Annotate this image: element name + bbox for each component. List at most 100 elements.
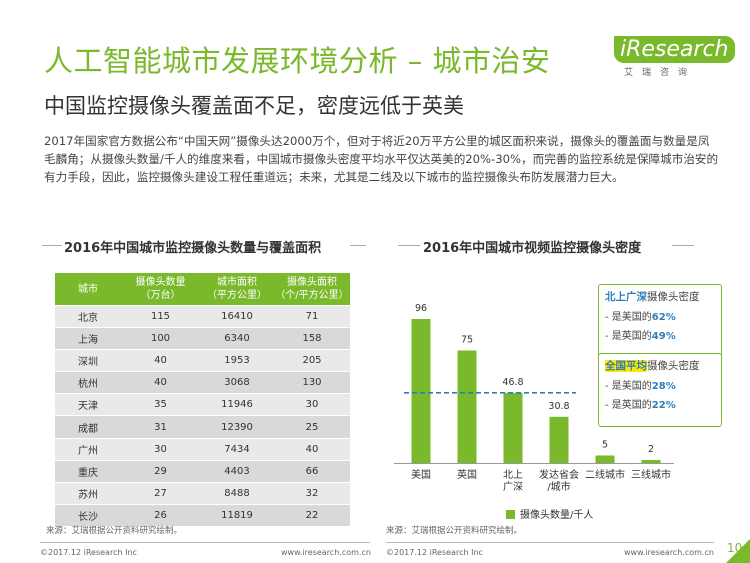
category-label: 发达省会 [539, 468, 579, 481]
annotation-header-suffix: 摄像头密度 [647, 291, 700, 303]
category-label: 英国 [457, 468, 477, 481]
table-row: 长沙 26 11819 22 [55, 504, 350, 527]
bar [503, 392, 523, 463]
table-source: 来源：艾瑞根据公开资料研究绘制。 [46, 526, 183, 536]
table-row: 天津 35 11946 30 [55, 393, 350, 417]
table-cell: 16410 [200, 305, 274, 329]
category-label: 北上 [503, 469, 523, 481]
table-row: 上海 100 6340 158 [55, 327, 350, 351]
table-cell: 40 [121, 349, 200, 373]
city-camera-table: 城市 摄像头数量 （万台） 城市面积 （平方公里） 摄像头面积 （个/平方公里） 北京 115 1… [55, 273, 350, 527]
table-cell: 1953 [200, 349, 274, 373]
section-divider [42, 245, 62, 246]
bar [641, 460, 661, 463]
category-label: 二线城市 [585, 468, 625, 481]
annotation-item-label: 是美国的 [611, 312, 652, 323]
logo-wordmark: iResearch [614, 36, 735, 63]
table-cell: 8488 [200, 482, 274, 505]
bar [457, 350, 477, 463]
density-bar-chart: 96 美国 75 英国 46.8 北上广深 30.8 发达省会/城市 5 二线城市 2 三线城市 [394, 303, 674, 493]
table-cell: 长沙 [55, 504, 121, 527]
data-label: 46.8 [502, 377, 523, 388]
table-row: 广州 30 7434 40 [55, 438, 350, 461]
footer-copyright: ©2017.12 iResearch Inc [386, 548, 483, 557]
category-label: /城市 [547, 480, 570, 493]
annotation-box-national: 全国平均摄像头密度 - 是美国的28% - 是英国的22% [598, 353, 722, 427]
annotation-item-value: 49% [651, 331, 676, 342]
table-cell: 32 [274, 482, 350, 505]
data-label: 30.8 [548, 401, 569, 412]
table-cell: 71 [274, 305, 350, 329]
table-row: 北京 115 16410 71 [55, 305, 350, 329]
page-title: 人工智能城市发展环境分析 – 城市治安 [44, 44, 551, 78]
column-header: 城市面积 （平方公里） [200, 273, 274, 306]
table-cell: 31 [121, 415, 200, 439]
category-label: 三线城市 [631, 468, 671, 481]
table-row: 苏州 27 8488 32 [55, 482, 350, 505]
table-cell: 27 [121, 482, 200, 505]
table-cell: 66 [274, 460, 350, 483]
annotation-header-prefix: 北上广深 [605, 291, 647, 303]
footer-copyright: ©2017.12 iResearch Inc [40, 548, 137, 557]
logo-subtext: 艾瑞咨询 [624, 68, 697, 78]
table-cell: 26 [121, 504, 200, 527]
section-divider [672, 245, 694, 246]
bar [411, 319, 431, 463]
table-cell: 11946 [200, 393, 274, 417]
annotation-item-label: 是英国的 [611, 331, 652, 342]
table-title: 2016年中国城市监控摄像头数量与覆盖面积 [64, 241, 322, 256]
table-cell: 天津 [55, 393, 121, 417]
table-cell: 深圳 [55, 349, 121, 373]
annotation-item-value: 22% [651, 400, 676, 411]
table-cell: 7434 [200, 438, 274, 461]
section-divider [350, 245, 366, 246]
footer-divider [386, 542, 714, 543]
annotation-item-value: 28% [651, 381, 676, 392]
table-cell: 22 [274, 504, 350, 527]
table-row: 杭州 40 3068 130 [55, 371, 350, 395]
table-cell: 苏州 [55, 482, 121, 505]
annotation-item-label: 是美国的 [611, 381, 652, 392]
category-label: 广深 [503, 481, 523, 493]
annotation-header: 全国平均摄像头密度 [605, 358, 715, 373]
table-cell: 130 [274, 371, 350, 395]
footer-url: www.iresearch.com.cn [281, 548, 371, 557]
table-cell: 30 [121, 438, 200, 461]
annotation-header-prefix: 全国平均 [605, 360, 647, 372]
table-cell: 上海 [55, 327, 121, 351]
table-cell: 40 [121, 371, 200, 395]
table-cell: 11819 [200, 504, 274, 527]
table-cell: 25 [274, 415, 350, 439]
section-divider [398, 245, 420, 246]
table-cell: 100 [121, 327, 200, 351]
data-label: 5 [602, 440, 608, 451]
data-label: 75 [461, 335, 473, 346]
table-cell: 成都 [55, 415, 121, 439]
iresearch-logo: iResearch 艾瑞咨询 [614, 36, 735, 78]
corner-decoration [726, 539, 750, 563]
table-cell: 6340 [200, 327, 274, 351]
annotation-header: 北上广深摄像头密度 [605, 289, 715, 304]
column-header: 城市 [55, 273, 121, 306]
column-header: 摄像头面积 （个/平方公里） [274, 273, 350, 306]
table-cell: 115 [121, 305, 200, 329]
category-label: 美国 [411, 468, 431, 481]
table-cell: 3068 [200, 371, 274, 395]
column-header: 摄像头数量 （万台） [121, 273, 200, 306]
table-cell: 35 [121, 393, 200, 417]
annotation-item: - 是美国的28% [605, 381, 676, 392]
data-label: 2 [648, 444, 654, 455]
annotation-item: - 是英国的49% [605, 331, 676, 342]
bar [595, 455, 615, 463]
table-cell: 30 [274, 393, 350, 417]
table-row: 成都 31 12390 25 [55, 415, 350, 439]
chart-source: 来源：艾瑞根据公开资料研究绘制。 [386, 526, 523, 536]
table-cell: 4403 [200, 460, 274, 483]
footer-divider [40, 542, 370, 543]
table-row: 深圳 40 1953 205 [55, 349, 350, 373]
chart-legend: 摄像头数量/千人 [506, 506, 593, 521]
table-row: 重庆 29 4403 66 [55, 460, 350, 483]
annotation-item-value: 62% [651, 312, 676, 323]
table-header-row: 城市 摄像头数量 （万台） 城市面积 （平方公里） 摄像头面积 （个/平方公里） [55, 273, 350, 306]
legend-label: 摄像头数量/千人 [520, 510, 594, 521]
